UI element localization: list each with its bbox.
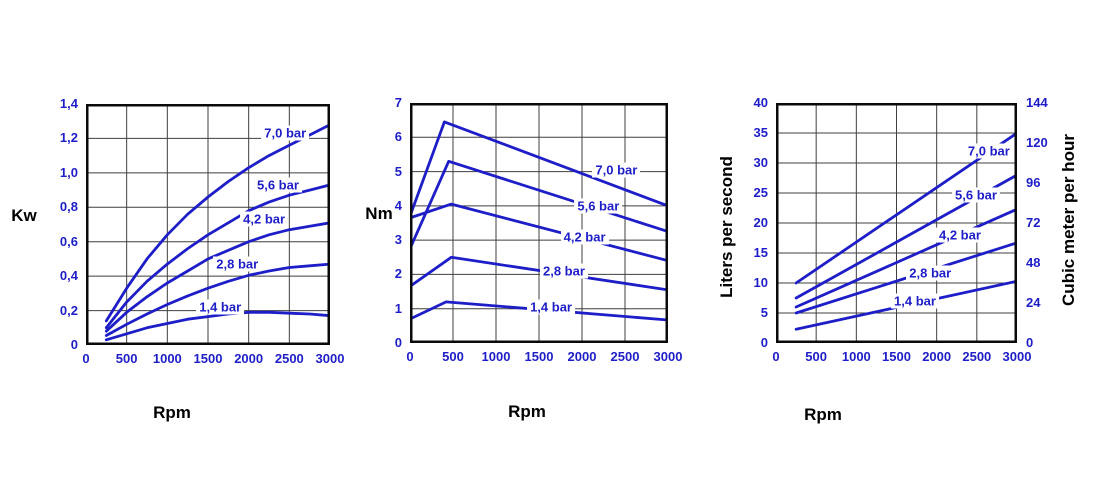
y-tick-label: 40 [753, 95, 768, 110]
curve-label-4-2-bar: 4,2 bar [935, 227, 984, 243]
x-tick-label: 2000 [234, 351, 264, 366]
curve-label-5-6-bar: 5,6 bar [253, 177, 302, 193]
y-tick-label: 0 [70, 337, 78, 352]
curve-label-7-0-bar: 7,0 bar [592, 162, 641, 178]
y-tick-label: 0,8 [59, 199, 78, 215]
curve-label-2-8-bar: 2,8 bar [539, 263, 588, 279]
y-tick-label: 5 [760, 305, 768, 320]
x-tick-label: 2500 [274, 351, 304, 366]
y-tick-label: 5 [394, 163, 402, 179]
x-tick-label: 3000 [1002, 349, 1032, 364]
y-tick-label: 1,4 [59, 96, 78, 111]
y2-tick-label: 96 [1026, 175, 1041, 190]
consumption-x-axis-title: Rpm [804, 405, 842, 424]
y-tick-label: 0 [394, 335, 402, 350]
y-tick-label: 25 [753, 185, 768, 200]
curve-7-0-bar [104, 123, 330, 323]
x-tick-label: 1000 [841, 349, 871, 364]
x-tick-label: 3000 [653, 349, 683, 364]
y-tick-label: 2 [394, 266, 402, 282]
y-tick-label: 0,4 [59, 268, 78, 284]
plot-border [410, 103, 668, 343]
plot-border [776, 103, 1017, 343]
curve-2-8-bar [104, 262, 330, 337]
x-tick-label: 2500 [962, 349, 992, 364]
y-tick-label: 20 [753, 215, 768, 230]
x-tick-label: 2000 [922, 349, 952, 364]
x-tick-label: 1500 [524, 349, 554, 364]
y-tick-label: 0,2 [59, 302, 78, 318]
curve-7-0-bar [410, 120, 668, 218]
x-tick-label: 1500 [193, 351, 223, 366]
power-vs-rpm-canvas [86, 104, 330, 345]
y-tick-label: 0 [760, 335, 768, 350]
y-tick-label: 4 [394, 197, 402, 213]
y-tick-label: 0,6 [59, 233, 78, 249]
y2-tick-label: 48 [1026, 255, 1041, 270]
y-tick-label: 1,0 [59, 164, 78, 180]
x-tick-label: 0 [82, 351, 90, 366]
y-tick-label: 1 [394, 300, 402, 316]
x-tick-label: 1000 [152, 351, 182, 366]
y-tick-label: 3 [394, 232, 402, 248]
curve-label-4-2-bar: 4,2 bar [560, 229, 609, 245]
curve-label-5-6-bar: 5,6 bar [574, 198, 623, 214]
y-tick-label: 15 [753, 245, 768, 260]
torque-x-axis-title: Rpm [508, 402, 546, 421]
x-tick-label: 500 [442, 349, 464, 364]
x-tick-label: 0 [406, 349, 414, 364]
y2-tick-label: 24 [1026, 295, 1041, 310]
curve-label-7-0-bar: 7,0 bar [261, 125, 310, 141]
y-tick-label: 6 [394, 129, 402, 145]
plot-border [86, 104, 330, 345]
y-tick-label: 10 [753, 275, 768, 290]
x-tick-label: 500 [805, 349, 827, 364]
curve-label-2-8-bar: 2,8 bar [213, 256, 262, 272]
curve-2-8-bar [410, 255, 668, 292]
x-tick-label: 1000 [481, 349, 511, 364]
y2-tick-label: 72 [1026, 215, 1041, 230]
curve-4-2-bar [794, 207, 1017, 309]
power-x-axis-title: Rpm [153, 403, 191, 422]
curve-label-4-2-bar: 4,2 bar [240, 211, 289, 227]
x-tick-label: 0 [772, 349, 780, 364]
curve-label-1-4-bar: 1,4 bar [527, 299, 575, 315]
y-tick-label: 30 [753, 155, 768, 170]
curve-4-2-bar [104, 221, 330, 333]
curve-label-5-6-bar: 5,6 bar [952, 187, 1000, 203]
curve-label-1-4-bar: 1,4 bar [196, 299, 245, 315]
curve-1-4-bar [410, 300, 668, 322]
y-tick-label: 1,2 [59, 130, 78, 146]
curve-5-6-bar [104, 183, 330, 330]
x-tick-label: 500 [115, 351, 138, 366]
y-tick-label: 7 [394, 95, 402, 110]
power-y-axis-title: Kw [11, 206, 37, 225]
curve-label-7-0-bar: 7,0 bar [964, 143, 1013, 159]
x-tick-label: 2000 [567, 349, 597, 364]
x-tick-label: 2500 [610, 349, 640, 364]
curve-label-2-8-bar: 2,8 bar [906, 265, 955, 281]
y-tick-label: 35 [753, 125, 768, 140]
curve-label-1-4-bar: 1,4 bar [891, 293, 939, 309]
torque-y-axis-title: Nm [365, 204, 393, 223]
x-tick-label: 3000 [315, 351, 345, 366]
y2-tick-label: 120 [1026, 135, 1048, 150]
y2-tick-label: 144 [1026, 95, 1048, 110]
x-tick-label: 1500 [882, 349, 911, 364]
y2-tick-label: 0 [1026, 335, 1034, 350]
curve-1-4-bar [104, 310, 330, 342]
